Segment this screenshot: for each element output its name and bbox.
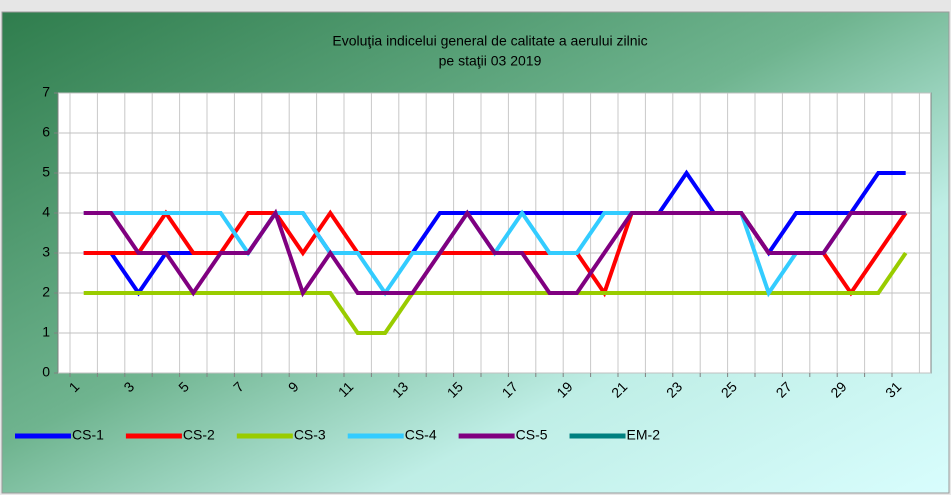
legend-label: CS-3 xyxy=(294,427,326,443)
legend-label: CS-4 xyxy=(405,427,437,443)
legend-label: EM-2 xyxy=(627,427,661,443)
plot-area xyxy=(57,92,932,374)
y-tick-label: 6 xyxy=(42,124,50,140)
y-tick-label: 4 xyxy=(42,204,50,220)
series-line xyxy=(83,208,906,298)
chart-title: Evoluţia indicelui general de calitate a… xyxy=(332,33,647,49)
legend-label: CS-5 xyxy=(516,427,548,443)
y-tick-label: 5 xyxy=(42,164,50,180)
y-tick-label: 3 xyxy=(42,244,50,260)
legend-label: CS-2 xyxy=(183,427,215,443)
y-tick-label: 7 xyxy=(42,84,50,100)
legend-label: CS-1 xyxy=(72,427,104,443)
y-tick-label: 0 xyxy=(42,364,50,380)
y-tick-label: 2 xyxy=(42,284,50,300)
y-tick-label: 1 xyxy=(42,324,50,340)
top-strip xyxy=(0,0,951,10)
chart-subtitle: pe staţii 03 2019 xyxy=(439,53,542,69)
